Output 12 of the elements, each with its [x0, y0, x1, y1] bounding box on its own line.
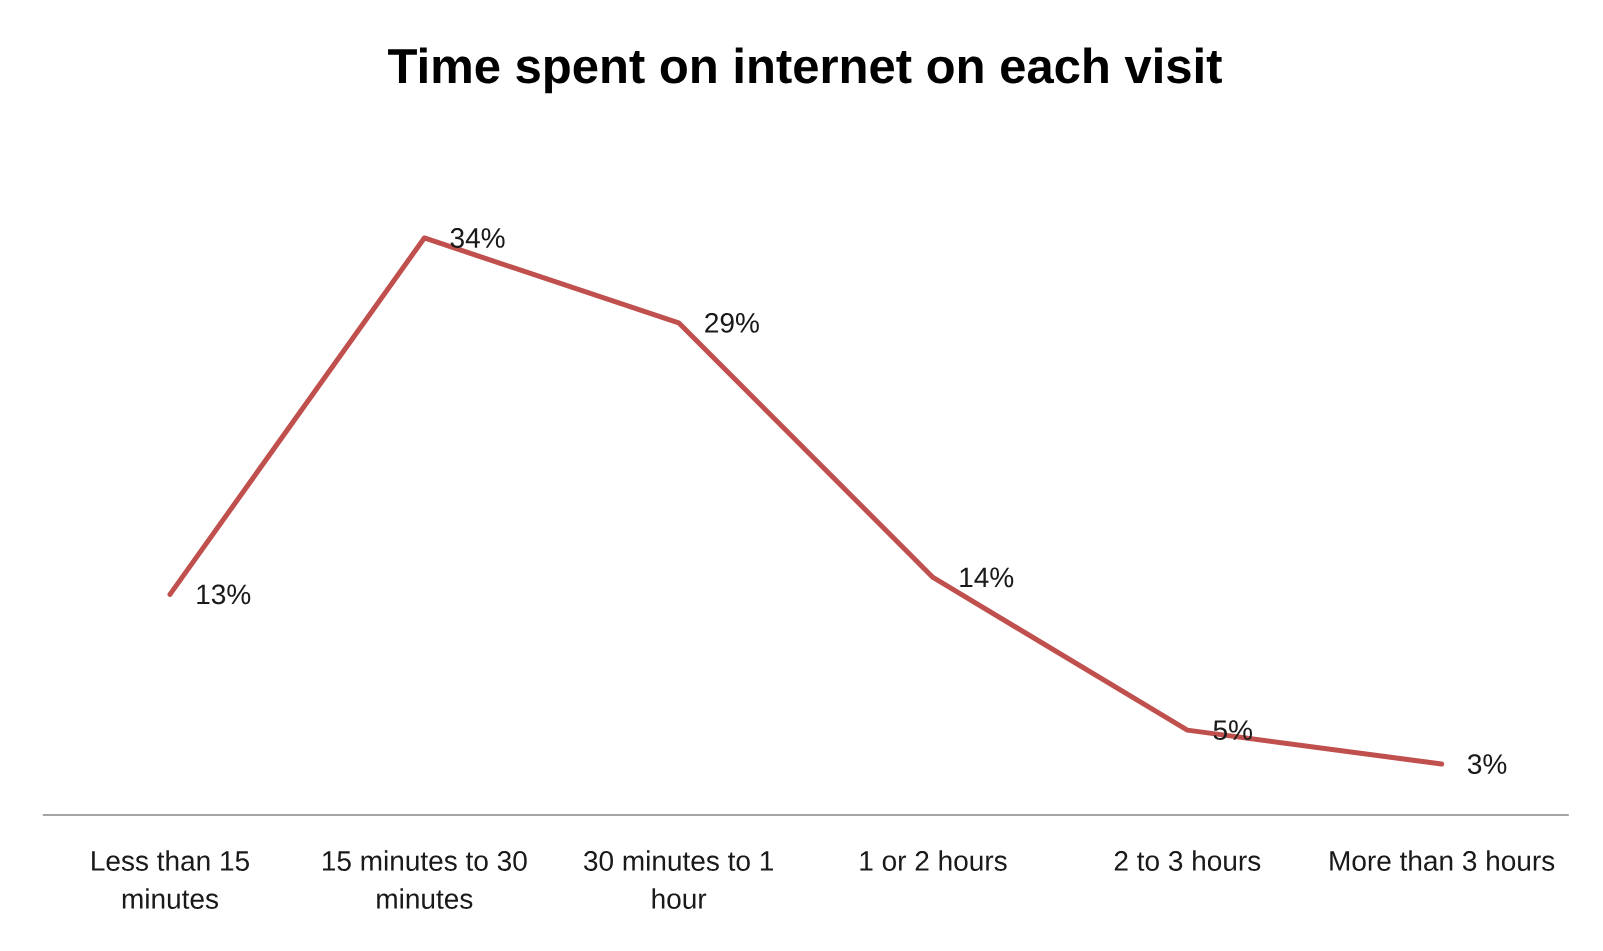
- x-tick-label: Less than 15 minutes: [92, 850, 249, 909]
- data-label: 34%: [450, 228, 505, 248]
- x-tick-label: 2 to 3 hours: [1114, 850, 1261, 871]
- x-tick-label: 30 minutes to 1 hour: [584, 850, 773, 909]
- data-label: 13%: [197, 584, 251, 605]
- data-label: 3%: [1467, 754, 1507, 775]
- data-label: 29%: [705, 312, 759, 333]
- x-tick-label: More than 3 hours: [1330, 850, 1555, 871]
- x-tick-label: 1 or 2 hours: [860, 850, 1007, 871]
- data-label: 14%: [960, 567, 1014, 588]
- chart-title: Time spent on internet on each visit: [388, 47, 1222, 94]
- x-tick-label: 15 minutes to 30 minutes: [322, 850, 527, 909]
